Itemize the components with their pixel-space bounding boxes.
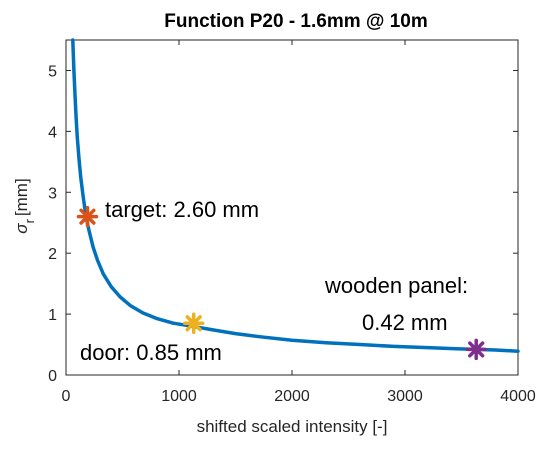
x-axis-label: shifted scaled intensity [-] xyxy=(197,417,388,436)
door-annotation: door: 0.85 mm xyxy=(80,340,222,365)
y-tick-label: 0 xyxy=(48,368,57,385)
x-tick-label: 0 xyxy=(62,388,71,405)
target-annotation: target: 2.60 mm xyxy=(105,197,259,222)
data-point-marker-1 xyxy=(182,312,205,334)
plot-area: 0 1000 2000 3000 4000 0 1 2 3 4 5 xyxy=(48,38,536,405)
y-tick-label: 1 xyxy=(48,307,57,324)
plot-frame xyxy=(65,39,519,376)
wooden-panel-annotation-line2: 0.42 mm xyxy=(362,310,448,335)
y-axis-symbol: σ xyxy=(12,223,31,234)
marker-layer xyxy=(76,205,487,361)
x-tick-label: 1000 xyxy=(161,388,197,405)
chart-title: Function P20 - 1.6mm @ 10m xyxy=(164,11,428,32)
x-tick-label: 2000 xyxy=(274,388,310,405)
y-axis-unit: [mm] xyxy=(12,178,31,216)
y-tick-label: 5 xyxy=(48,63,57,80)
series-line xyxy=(71,38,520,353)
x-axis-ticks: 0 1000 2000 3000 4000 xyxy=(62,40,536,405)
x-tick-label: 4000 xyxy=(500,388,536,405)
x-tick-label: 3000 xyxy=(387,388,423,405)
y-axis-label-text: σr [mm] xyxy=(12,178,37,233)
y-axis-label: σr [mm] xyxy=(12,178,37,233)
y-axis-subscript: r xyxy=(22,218,37,223)
y-axis-ticks: 0 1 2 3 4 5 xyxy=(48,63,518,385)
y-tick-label: 3 xyxy=(48,185,57,202)
y-tick-label: 2 xyxy=(48,246,57,263)
data-point-marker-0 xyxy=(76,205,99,228)
data-point-marker-2 xyxy=(465,338,487,361)
y-tick-label: 4 xyxy=(48,124,57,141)
wooden-panel-annotation-line1: wooden panel: xyxy=(324,273,468,298)
